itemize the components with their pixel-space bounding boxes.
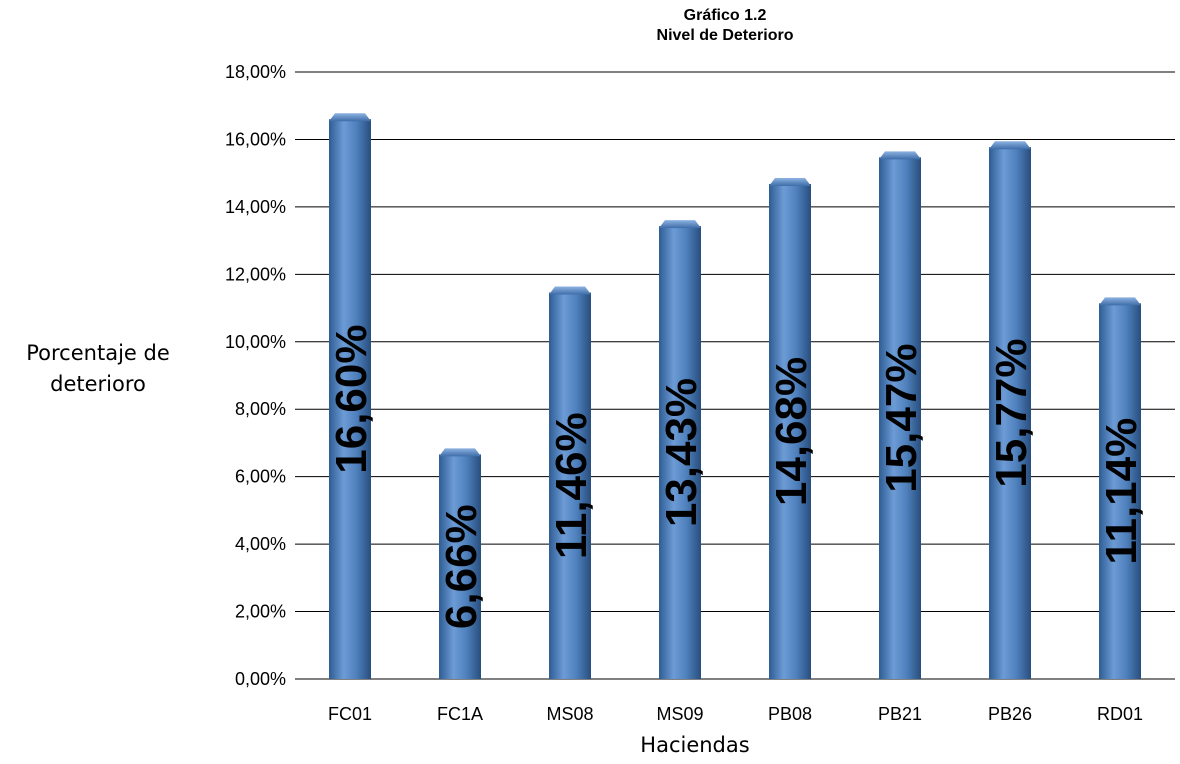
x-tick-label: FC01	[328, 704, 372, 724]
bar-cap	[659, 220, 701, 229]
bar-cap	[549, 286, 591, 295]
data-label: 16,60%	[327, 324, 376, 473]
y-tick-label: 6,00%	[235, 467, 286, 487]
bar	[879, 157, 921, 680]
y-axis-label-line-1: Porcentaje de	[26, 341, 170, 365]
x-tick-label: PB21	[878, 704, 922, 724]
bar	[769, 183, 811, 680]
data-label: 14,68%	[767, 357, 816, 506]
bar	[989, 147, 1031, 679]
y-tick-label: 4,00%	[235, 534, 286, 554]
x-tick-label: FC1A	[437, 704, 483, 724]
data-label: 15,47%	[877, 344, 926, 493]
bar	[549, 292, 591, 679]
chart-subtitle: Nivel de Deterioro	[657, 27, 794, 44]
x-tick-label: MS09	[656, 704, 703, 724]
y-tick-label: 8,00%	[235, 399, 286, 419]
data-label: 11,14%	[1097, 418, 1146, 565]
bar-cap	[879, 151, 921, 160]
bar-cap	[329, 113, 371, 122]
data-label: 15,77%	[987, 338, 1036, 487]
x-tick-label: MS08	[546, 704, 593, 724]
data-label: 13,43%	[657, 378, 706, 527]
data-labels: 16,60% 6,66% 11,46% 13,43% 14,68% 15,47% 15,77…	[327, 324, 1146, 629]
bar	[659, 226, 701, 680]
x-tick-label: PB08	[768, 704, 812, 724]
chart-title: Gráfico 1.2	[684, 7, 767, 24]
data-label: 11,46%	[547, 412, 596, 559]
x-tick-label: PB26	[988, 704, 1032, 724]
x-axis-label: Haciendas	[640, 733, 749, 757]
y-tick-labels: 0,00% 2,00% 4,00% 6,00% 8,00% 10,00% 12,00% 14,…	[225, 62, 286, 689]
y-tick-label: 14,00%	[225, 197, 286, 217]
y-tick-label: 18,00%	[225, 62, 286, 82]
y-tick-label: 2,00%	[235, 602, 286, 622]
y-tick-label: 10,00%	[225, 332, 286, 352]
y-tick-label: 12,00%	[225, 264, 286, 284]
x-tick-label: RD01	[1097, 704, 1143, 724]
y-tick-label: 16,00%	[225, 129, 286, 149]
gridlines	[295, 71, 1175, 680]
y-tick-label: 0,00%	[235, 669, 286, 689]
bar-cap	[1099, 297, 1141, 306]
bar	[329, 119, 371, 679]
bar	[439, 454, 481, 679]
bar-cap	[439, 448, 481, 457]
bar-cap	[989, 141, 1031, 150]
data-label: 6,66%	[437, 504, 486, 629]
y-axis-label-line-2: deterioro	[50, 372, 146, 396]
bar-cap	[769, 177, 811, 186]
bar	[1099, 303, 1141, 679]
bars	[329, 113, 1141, 680]
x-tick-labels: FC01 FC1A MS08 MS09 PB08 PB21 PB26 RD01	[328, 704, 1143, 724]
